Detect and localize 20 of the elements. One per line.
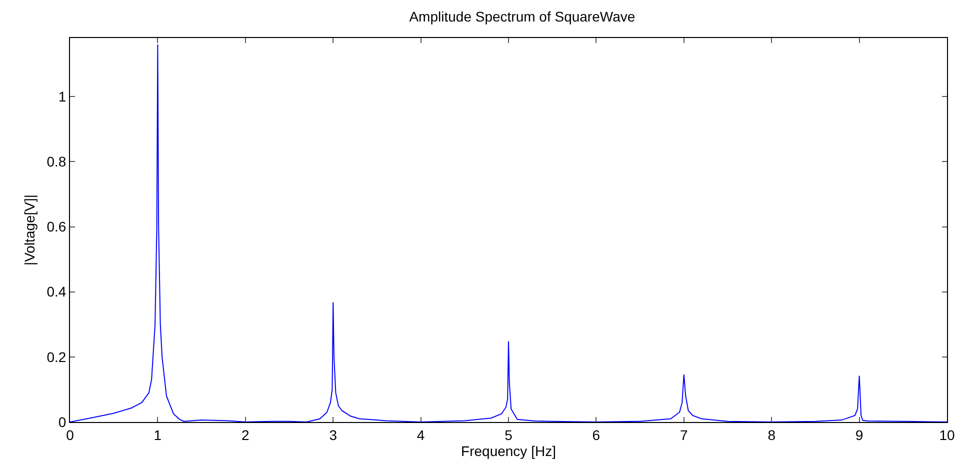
x-tick-label: 5 (504, 426, 513, 443)
x-tick-label: 9 (855, 426, 864, 443)
chart-title: Amplitude Spectrum of SquareWave (409, 8, 636, 25)
x-tick-label: 3 (329, 426, 338, 443)
y-tick-label: 0.4 (46, 284, 66, 300)
x-tick-label: 1 (154, 426, 162, 443)
y-axis-title: |Voltage[V]| (21, 194, 38, 266)
y-tick-label: 0.6 (46, 218, 66, 235)
x-tick-label: 6 (592, 426, 600, 443)
x-tick-label: 4 (416, 426, 425, 443)
x-tick-label: 10 (939, 426, 955, 443)
x-tick-label: 2 (242, 426, 250, 443)
y-tick-label: 0 (58, 414, 66, 430)
x-tick-label: 8 (768, 426, 776, 443)
line-series (70, 44, 947, 422)
x-tick-label: 7 (680, 426, 688, 443)
y-tick-label: 0.2 (46, 348, 66, 365)
y-tick-label: 0.8 (46, 154, 66, 170)
y-tick-label: 1 (58, 88, 66, 104)
x-axis-title: Frequency [Hz] (461, 442, 556, 459)
